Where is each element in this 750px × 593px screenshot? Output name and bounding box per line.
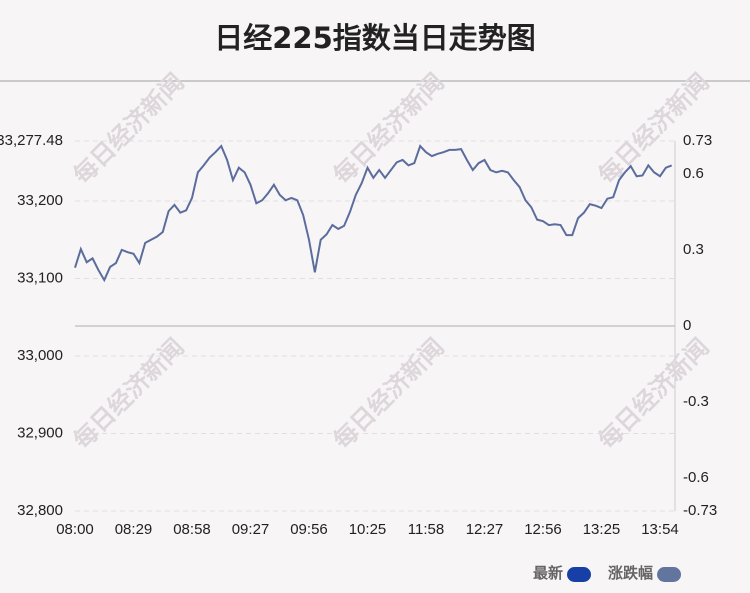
y-tick-label: 32,900 — [17, 424, 63, 441]
y2-tick-label: -0.73 — [683, 502, 717, 519]
chart-title: 日经225指数当日走势图 — [214, 21, 536, 55]
x-tick-label: 09:56 — [290, 521, 328, 538]
x-tick-label: 13:25 — [583, 521, 621, 538]
y2-tick-label: -0.6 — [683, 469, 709, 486]
y2-tick-label: 0 — [683, 317, 691, 334]
y-tick-label: 33,200 — [17, 192, 63, 209]
y-tick-label: 33,000 — [17, 347, 63, 364]
x-tick-label: 12:27 — [466, 521, 504, 538]
x-tick-label: 09:27 — [232, 521, 270, 538]
y-tick-label: 33,277.48 — [0, 132, 63, 149]
x-tick-label: 10:25 — [349, 521, 387, 538]
y-tick-label: 32,800 — [17, 502, 63, 519]
x-tick-label: 08:00 — [56, 521, 94, 538]
legend-label: 最新 — [533, 564, 563, 582]
x-tick-label: 13:54 — [641, 521, 679, 538]
x-tick-label: 11:58 — [408, 521, 444, 538]
y2-tick-label: -0.3 — [683, 393, 709, 410]
line-series — [74, 144, 673, 283]
y2-tick-label: 0.3 — [683, 241, 704, 258]
legend-label: 涨跌幅 — [608, 564, 653, 582]
y2-tick-label: 0.73 — [683, 132, 712, 149]
x-tick-label: 08:29 — [115, 521, 153, 538]
y-tick-label: 33,100 — [17, 269, 63, 286]
legend-swatch — [657, 567, 682, 582]
x-tick-label: 08:58 — [173, 521, 211, 538]
x-tick-label: 12:56 — [524, 521, 562, 538]
y2-tick-label: 0.6 — [683, 165, 704, 182]
legend-swatch — [567, 567, 592, 582]
